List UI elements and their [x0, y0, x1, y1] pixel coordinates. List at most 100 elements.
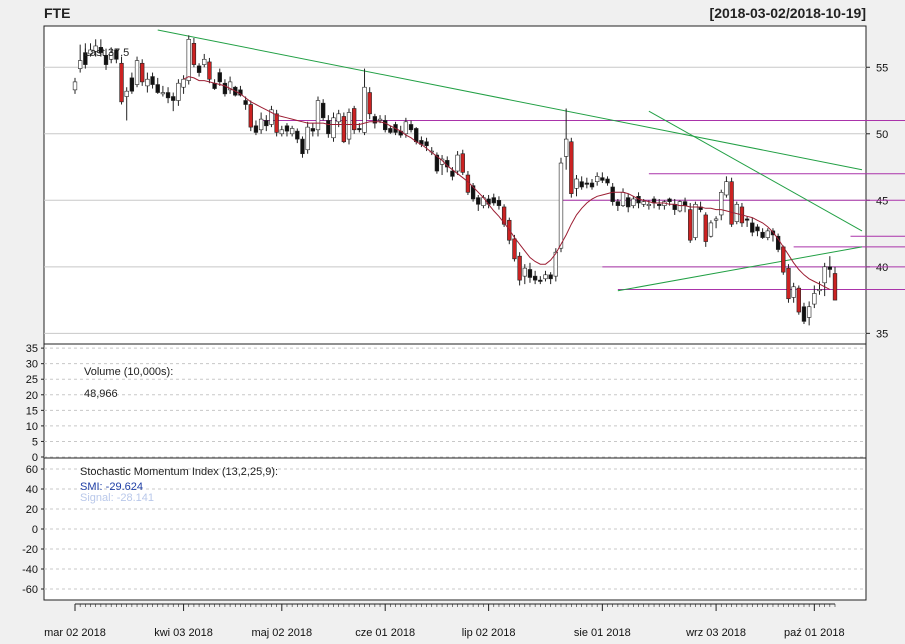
candle-body: [765, 230, 770, 238]
candle-body: [274, 113, 279, 133]
candle-body: [755, 226, 760, 232]
candle-body: [589, 182, 595, 188]
smi-grid: [44, 468, 866, 590]
candle-body: [750, 222, 755, 233]
candle-body: [548, 274, 553, 280]
price-tick-label: 55: [876, 62, 888, 74]
volume-tick-label: 35: [26, 343, 38, 355]
candle-body: [134, 60, 140, 85]
candle-body: [383, 120, 388, 131]
candle-body: [109, 52, 114, 60]
candle-body: [305, 126, 310, 151]
candle-body: [775, 235, 781, 250]
candle-body: [414, 128, 419, 143]
price-panel: [43, 25, 867, 345]
smi-tick-label: -60: [22, 584, 38, 596]
smi-tick-label: -40: [22, 564, 38, 576]
x-tick-label: lip 02 2018: [462, 627, 516, 639]
candle-body: [496, 200, 502, 206]
candle-body: [812, 293, 817, 305]
candle-body: [269, 109, 274, 125]
candle-body: [88, 49, 93, 55]
trend-line: [617, 246, 863, 292]
candle-body: [310, 128, 315, 132]
x-tick-label: kwi 03 2018: [154, 627, 213, 639]
candle-body: [688, 209, 693, 241]
candle-body: [326, 120, 331, 135]
x-tick-label: wrz 03 2018: [685, 627, 746, 639]
trend-lines: [157, 29, 863, 292]
candle-body: [579, 181, 584, 188]
candle-body: [724, 181, 729, 196]
candle-body: [191, 43, 197, 65]
candle-body: [140, 62, 145, 83]
candle-body: [605, 178, 610, 184]
candle-body: [558, 162, 564, 249]
candle-body: [538, 279, 543, 282]
candle-body: [367, 92, 372, 115]
candle-body: [103, 54, 109, 65]
candle-body: [352, 108, 357, 131]
candle-body: [460, 153, 465, 173]
candle-body: [207, 61, 212, 80]
candle-body: [693, 203, 698, 238]
candle-body: [434, 154, 440, 172]
chart-title: FTE: [44, 5, 70, 21]
smi-tick-label: 60: [26, 464, 38, 476]
candle-body: [181, 78, 186, 88]
candle-body: [248, 104, 253, 128]
candle-body: [817, 289, 822, 292]
candle-body: [331, 117, 336, 139]
candle-body: [424, 141, 429, 147]
candle-body: [563, 138, 569, 157]
candle-body: [569, 141, 574, 194]
candle-body: [501, 206, 507, 225]
candle-body: [341, 116, 347, 143]
candle-body: [832, 273, 838, 301]
candle-body: [677, 201, 683, 212]
candle-body: [729, 181, 734, 225]
candle-body: [455, 154, 460, 172]
candle-body: [279, 129, 284, 135]
volume-tick-label: 15: [26, 405, 38, 417]
x-axis: mar 02 2018 kwi 03 2018 maj 02 2018 cze 01 …: [44, 603, 845, 639]
candle-body: [744, 218, 750, 221]
candle-body: [574, 178, 579, 189]
candle-body: [641, 201, 646, 205]
candle-body: [295, 130, 300, 140]
candle-body: [543, 274, 548, 280]
candle-body: [610, 186, 615, 202]
price-tick-label: 40: [876, 262, 888, 274]
volume-tick-label: 25: [26, 374, 38, 386]
candle-body: [470, 185, 476, 200]
candle-body: [708, 222, 714, 237]
candle-body: [827, 266, 832, 270]
candle-body: [491, 197, 496, 204]
candle-body: [222, 82, 228, 95]
candle-body: [346, 112, 352, 140]
candle-body: [781, 246, 786, 273]
candle-body: [657, 203, 662, 206]
candle-body: [202, 58, 207, 65]
date-range: [2018-03-02/2018-10-19]: [710, 5, 866, 21]
candle-body: [150, 76, 155, 85]
candle-body: [160, 92, 166, 95]
candle-body: [403, 121, 409, 135]
candle-body: [646, 203, 652, 206]
price-y-ticks: 35 40 45 50 55: [866, 62, 888, 340]
moving-average-line: [183, 76, 831, 290]
candle-body: [129, 77, 135, 92]
candle-body: [258, 118, 264, 131]
candle-body: [300, 138, 305, 155]
trend-line: [648, 110, 863, 232]
candle-body: [584, 182, 589, 185]
candle-body: [667, 198, 672, 202]
candle-body: [522, 267, 527, 277]
candle-body: [83, 52, 88, 65]
candle-body: [408, 124, 414, 131]
volume-tick-label: 10: [26, 421, 38, 433]
candle-body: [801, 306, 807, 322]
candle-body: [284, 125, 290, 132]
candle-body: [600, 177, 605, 181]
